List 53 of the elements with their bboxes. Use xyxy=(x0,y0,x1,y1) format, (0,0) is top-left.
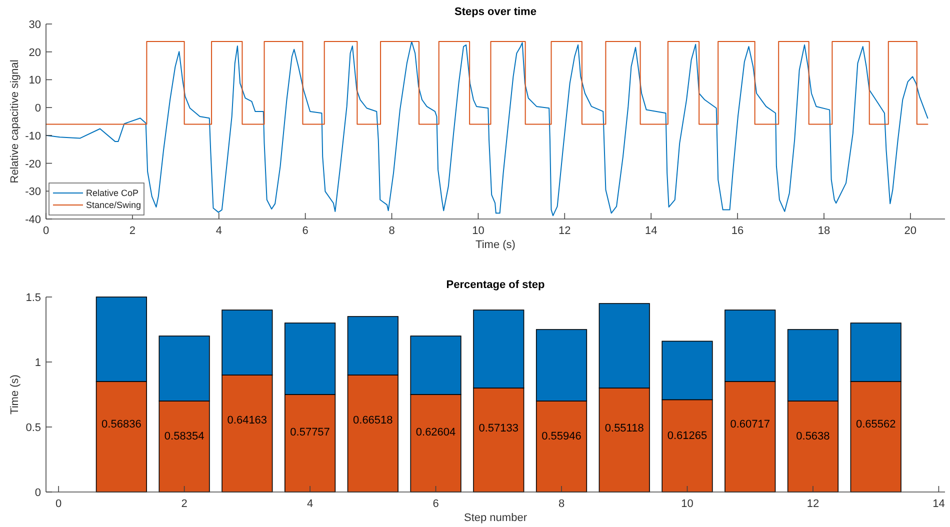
x-tick-label: 2 xyxy=(181,498,188,510)
y-tick-label: 0 xyxy=(34,487,41,499)
y-axis-title: Time (s) xyxy=(9,374,21,414)
x-tick-label: 0 xyxy=(42,225,50,237)
chart-title: Percentage of step xyxy=(446,279,545,291)
x-tick-label: 10 xyxy=(472,225,484,237)
y-tick-label: -10 xyxy=(25,130,41,142)
y-tick-label: -20 xyxy=(25,158,41,170)
y-axis-title: Relative capacitive signal xyxy=(9,60,21,184)
x-tick-label: 18 xyxy=(818,225,830,237)
annotation: 0.66518 xyxy=(353,414,393,426)
y-tick-label: 0 xyxy=(34,102,41,115)
x-axis-title: Step number xyxy=(464,512,528,524)
x-tick-label: 20 xyxy=(904,225,917,237)
line-series xyxy=(46,41,928,216)
x-tick-label: 12 xyxy=(558,225,571,237)
y-tick-label: 1.5 xyxy=(26,292,41,304)
x-tick-label: 6 xyxy=(302,225,308,237)
x-axis-title: Time (s) xyxy=(476,239,516,251)
y-tick-label: 1 xyxy=(34,357,41,369)
x-tick-label: 8 xyxy=(558,498,565,510)
x-tick-label: 2 xyxy=(129,225,136,237)
annotation: 0.65562 xyxy=(856,418,896,430)
x-tick-label: 16 xyxy=(731,225,744,237)
annotation: 0.61265 xyxy=(667,430,708,442)
annotation: 0.56836 xyxy=(102,418,142,430)
x-tick-label: 14 xyxy=(644,225,658,237)
legend-label: Stance/Swing xyxy=(86,200,142,210)
annotation: 0.62604 xyxy=(416,426,456,439)
legend-label: Relative CoP xyxy=(86,188,139,198)
x-tick-label: 10 xyxy=(681,498,694,510)
annotation: 0.58354 xyxy=(164,430,204,443)
y-tick-label: 10 xyxy=(28,74,41,87)
annotation: 0.5638 xyxy=(796,430,830,443)
y-tick-label: 20 xyxy=(28,46,41,59)
x-tick-label: 6 xyxy=(432,498,439,510)
chart-title: Steps over time xyxy=(454,6,536,18)
x-tick-label: 12 xyxy=(806,498,820,510)
annotation: 0.55946 xyxy=(542,430,582,443)
x-tick-label: 0 xyxy=(56,498,62,510)
annotation: 0.57133 xyxy=(478,422,519,435)
annotation: 0.60717 xyxy=(730,418,770,430)
x-tick-label: 4 xyxy=(216,225,222,237)
annotation: 0.57757 xyxy=(290,426,330,439)
annotation: 0.55118 xyxy=(604,422,644,435)
x-tick-label: 8 xyxy=(388,225,395,237)
annotation: 0.64163 xyxy=(227,414,268,426)
y-tick-label: 30 xyxy=(28,19,41,31)
x-tick-label: 14 xyxy=(932,498,945,510)
y-tick-label: -30 xyxy=(25,186,41,198)
x-tick-label: 4 xyxy=(306,498,314,510)
y-tick-label: -40 xyxy=(25,214,41,226)
y-tick-label: 0.5 xyxy=(26,422,41,434)
